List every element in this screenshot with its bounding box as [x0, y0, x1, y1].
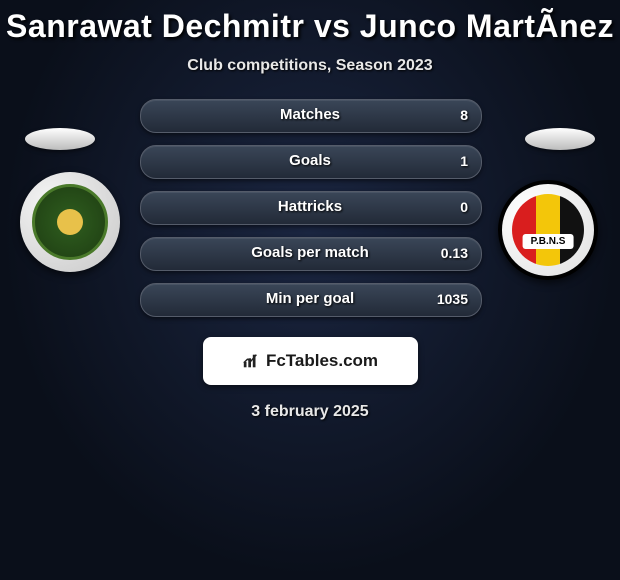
source-logo-text: FcTables.com [266, 351, 378, 371]
club-crest-right: P.B.N.S [498, 180, 598, 280]
source-logo: FcTables.com [203, 337, 418, 385]
stat-right-value: 8 [448, 99, 468, 131]
stat-label: Goals [140, 145, 480, 177]
comparison-card: Sanrawat Dechmitr vs Junco MartÃ­nez Clu… [0, 0, 620, 580]
stat-row-hattricks: Hattricks0 [140, 191, 480, 223]
stat-label: Hattricks [140, 191, 480, 223]
stat-label: Goals per match [140, 237, 480, 269]
stat-row-min_per_goal: Min per goal1035 [140, 283, 480, 315]
stat-right-value: 1035 [437, 283, 468, 315]
player-left-placeholder [25, 128, 95, 150]
title: Sanrawat Dechmitr vs Junco MartÃ­nez [0, 0, 620, 45]
date: 3 february 2025 [0, 403, 620, 421]
chart-icon [242, 352, 260, 370]
stat-row-matches: Matches8 [140, 99, 480, 131]
stat-label: Matches [140, 99, 480, 131]
subtitle: Club competitions, Season 2023 [0, 57, 620, 75]
stat-row-goals_per_match: Goals per match0.13 [140, 237, 480, 269]
stat-label: Min per goal [140, 283, 480, 315]
stat-right-value: 1 [448, 145, 468, 177]
stat-row-goals: Goals1 [140, 145, 480, 177]
club-crest-left [20, 172, 120, 272]
club-crest-left-inner [32, 184, 108, 260]
club-crest-right-label: P.B.N.S [523, 234, 574, 249]
stat-right-value: 0.13 [441, 237, 468, 269]
stat-right-value: 0 [448, 191, 468, 223]
player-right-placeholder [525, 128, 595, 150]
club-crest-right-inner [512, 194, 584, 266]
